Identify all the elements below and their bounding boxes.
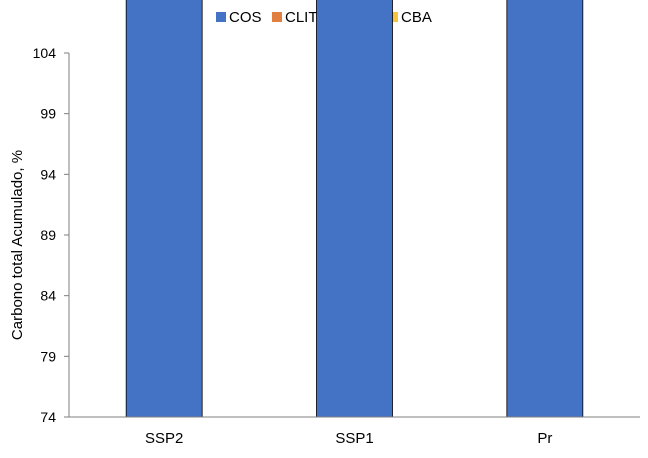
x-category-label: SSP1 (335, 430, 373, 447)
x-axis-labels: SSP2 SSP1 Pr (145, 430, 552, 447)
y-tick-label: 94 (40, 166, 56, 182)
y-tick-label: 84 (40, 288, 56, 304)
bar-segment-cos-ssp1 (316, 0, 393, 418)
y-tick-label: 89 (40, 227, 56, 243)
y-tick-label: 74 (40, 409, 56, 425)
legend-label-clit: CLIT (285, 9, 318, 26)
x-category-label: SSP2 (145, 430, 183, 447)
legend-label-cba: CBA (401, 9, 432, 26)
bars (125, 0, 584, 418)
y-tick-label: 99 (40, 106, 56, 122)
y-axis-ticks: 74 79 84 89 94 99 104 (33, 45, 69, 425)
bar-segment-cos-pr (506, 0, 584, 418)
y-tick-label: 104 (33, 45, 57, 61)
y-tick-label: 79 (40, 348, 56, 364)
legend-swatch-clit (272, 12, 282, 22)
legend-swatch-cba (388, 12, 398, 22)
bar-segment-cos-ssp2 (125, 0, 203, 418)
x-category-label: Pr (537, 430, 552, 447)
y-axis-title: Carbono total Acumulado, % (9, 150, 26, 340)
legend-label-cos: COS (229, 9, 262, 26)
legend-swatch-cos (216, 12, 226, 22)
